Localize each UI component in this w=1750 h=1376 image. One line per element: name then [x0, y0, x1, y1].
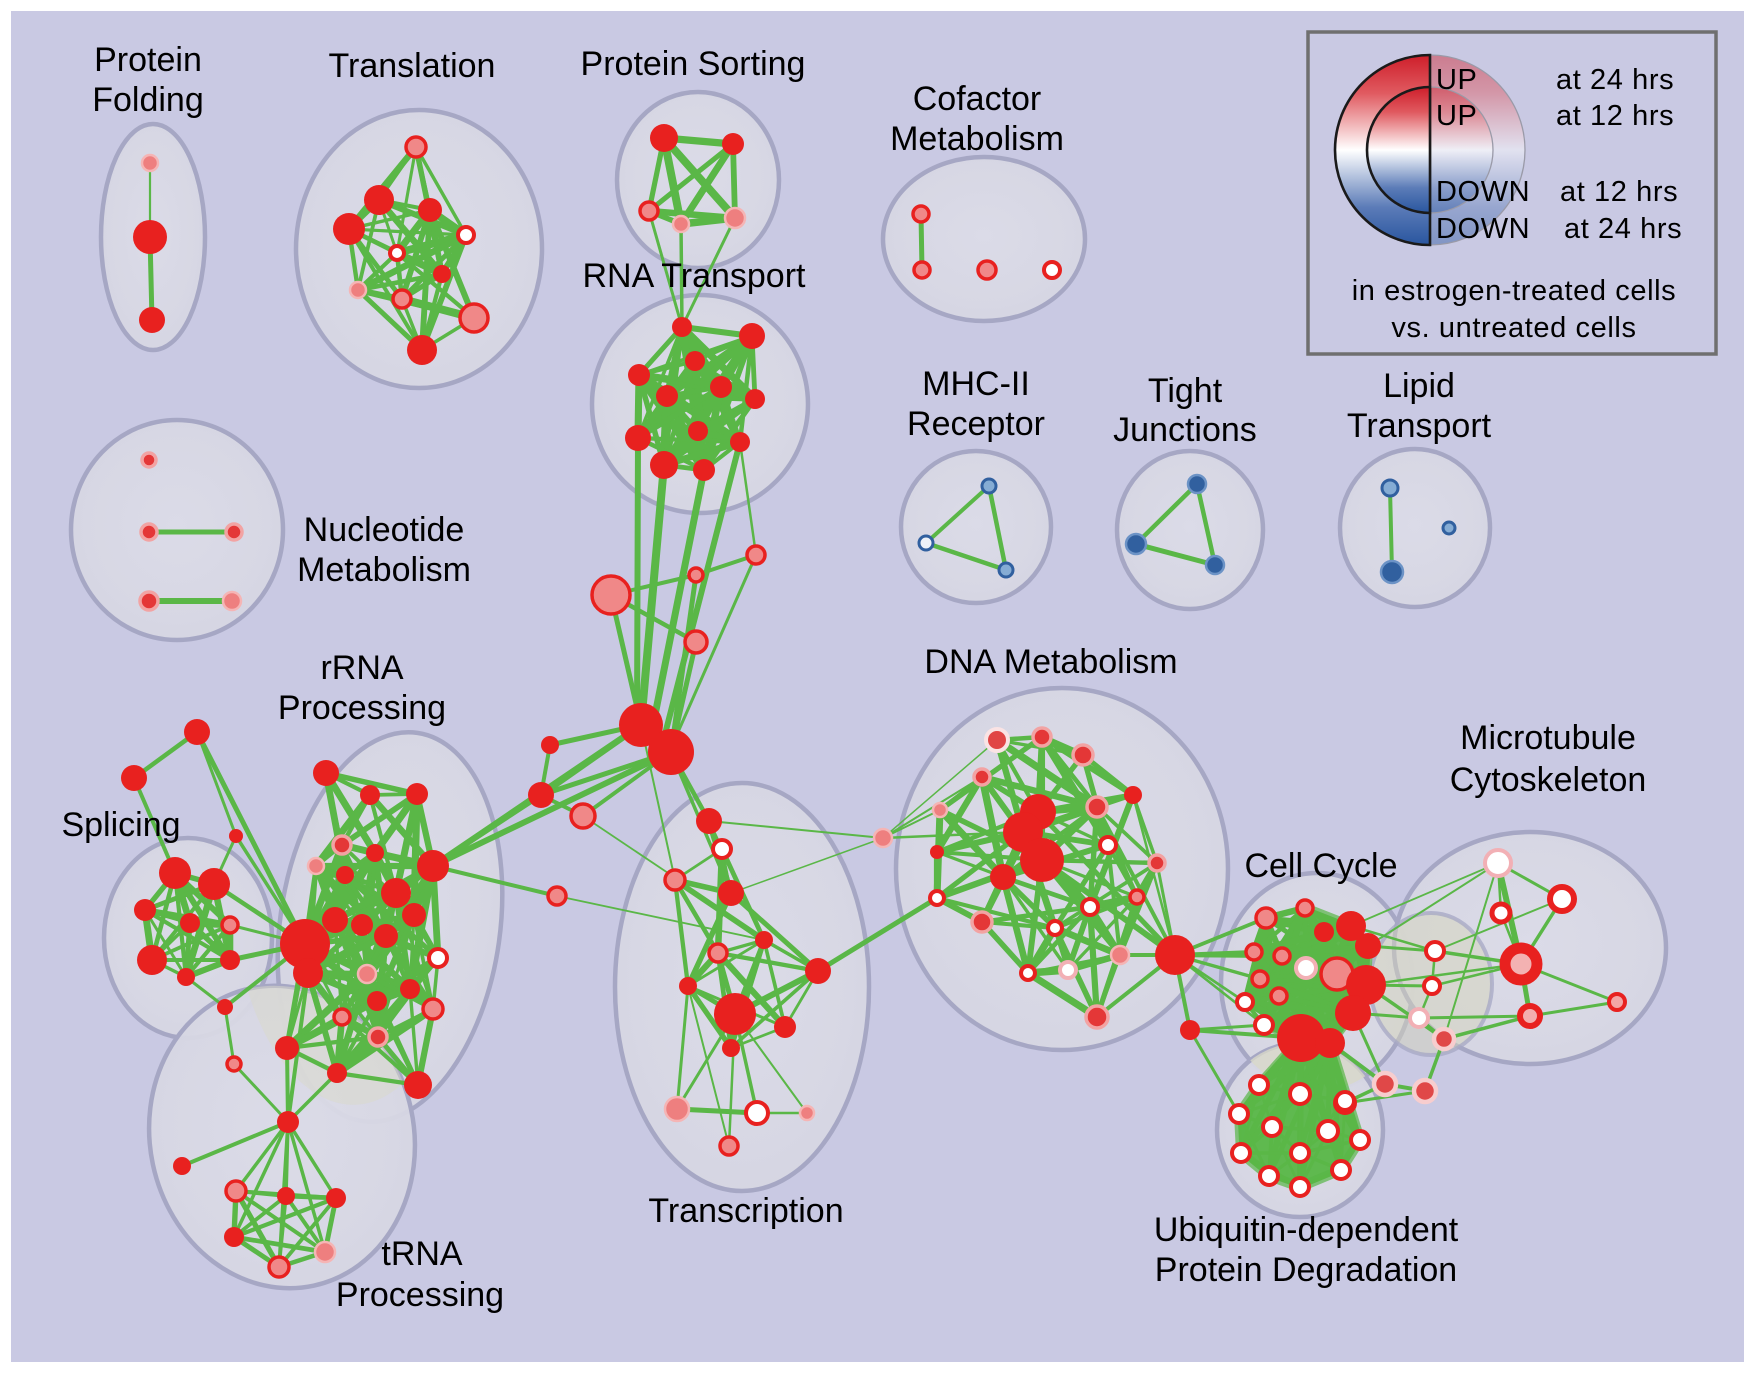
svg-text:DOWN: DOWN	[1436, 176, 1530, 208]
svg-text:Protein: Protein	[94, 41, 202, 79]
svg-text:at 24 hrs: at 24 hrs	[1556, 64, 1674, 96]
svg-text:Folding: Folding	[92, 81, 204, 119]
svg-text:Cytoskeleton: Cytoskeleton	[1450, 761, 1647, 799]
svg-text:Protein Sorting: Protein Sorting	[581, 45, 806, 83]
svg-text:Processing: Processing	[336, 1276, 504, 1314]
svg-text:Nucleotide: Nucleotide	[304, 511, 465, 549]
svg-text:Receptor: Receptor	[907, 405, 1045, 443]
svg-text:Microtubule: Microtubule	[1460, 719, 1636, 757]
svg-text:Transport: Transport	[1347, 407, 1492, 445]
svg-text:DNA Metabolism: DNA Metabolism	[924, 643, 1177, 681]
svg-text:Metabolism: Metabolism	[297, 551, 471, 589]
svg-text:Tight: Tight	[1148, 372, 1223, 410]
svg-text:Transcription: Transcription	[648, 1192, 843, 1230]
svg-text:Translation: Translation	[329, 47, 496, 85]
svg-text:at 12 hrs: at 12 hrs	[1556, 100, 1674, 132]
svg-text:Lipid: Lipid	[1383, 367, 1455, 405]
svg-text:Junctions: Junctions	[1113, 411, 1257, 449]
svg-text:RNA Transport: RNA Transport	[583, 257, 807, 295]
svg-text:UP: UP	[1436, 64, 1478, 96]
svg-text:at 12 hrs: at 12 hrs	[1560, 176, 1678, 208]
svg-text:Cell Cycle: Cell Cycle	[1244, 847, 1397, 885]
svg-text:Ubiquitin-dependent: Ubiquitin-dependent	[1154, 1211, 1459, 1249]
svg-text:Protein Degradation: Protein Degradation	[1155, 1251, 1457, 1289]
svg-text:Processing: Processing	[278, 689, 446, 727]
svg-text:MHC-II: MHC-II	[922, 365, 1030, 403]
svg-text:DOWN: DOWN	[1436, 213, 1530, 245]
svg-text:at 24 hrs: at 24 hrs	[1564, 213, 1682, 245]
svg-text:UP: UP	[1436, 100, 1478, 132]
svg-text:vs. untreated cells: vs. untreated cells	[1391, 312, 1636, 344]
svg-text:Splicing: Splicing	[61, 806, 180, 844]
svg-text:rRNA: rRNA	[320, 649, 403, 687]
svg-text:Metabolism: Metabolism	[890, 120, 1064, 158]
svg-text:Cofactor: Cofactor	[913, 80, 1042, 118]
svg-text:tRNA: tRNA	[381, 1235, 463, 1273]
svg-text:in estrogen-treated cells: in estrogen-treated cells	[1352, 275, 1677, 307]
